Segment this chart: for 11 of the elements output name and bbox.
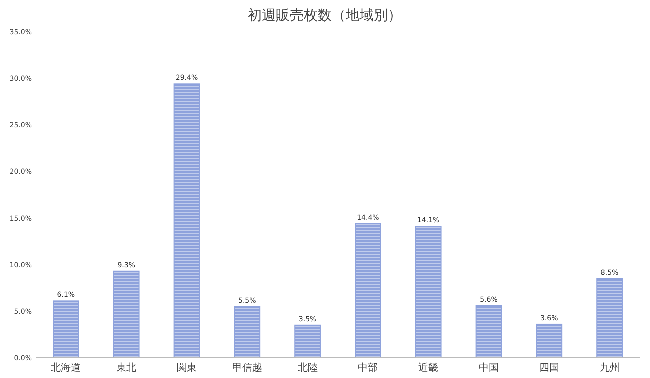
xtick: 関東: [177, 363, 197, 374]
xtick: 北陸: [298, 363, 318, 374]
xtick: 九州: [600, 363, 620, 374]
xtick: 中部: [358, 363, 378, 374]
xtick: 四国: [539, 363, 560, 374]
xtick: 中国: [479, 363, 499, 374]
xtick: 北海道: [51, 363, 82, 374]
xtick: 甲信越: [232, 363, 262, 374]
xtick: 東北: [116, 363, 137, 374]
xtick: 近畿: [418, 363, 439, 374]
title: 初週販売枚数（地域別）: [248, 8, 402, 24]
